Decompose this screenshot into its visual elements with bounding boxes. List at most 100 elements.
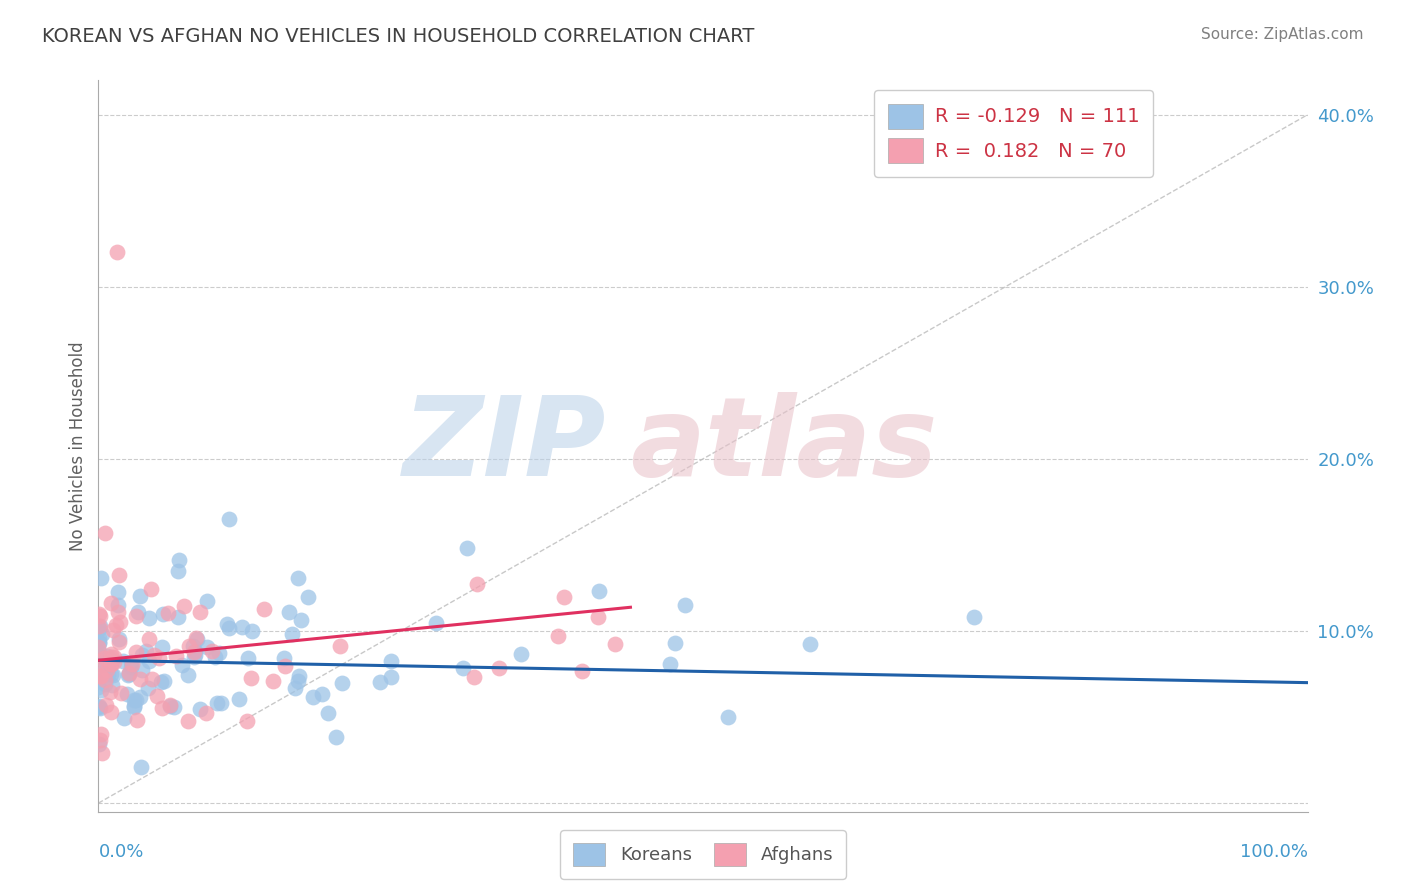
- Point: [287, 673, 309, 688]
- Point: [262, 673, 284, 688]
- Point: [135, 644, 157, 658]
- Point: [173, 599, 195, 613]
- Point: [90, 746, 112, 760]
- Point: [100, 597, 122, 611]
- Point: [100, 705, 122, 719]
- Point: [963, 609, 986, 624]
- Point: [96, 663, 118, 677]
- Point: [138, 654, 160, 668]
- Y-axis label: No Vehicles in Household: No Vehicles in Household: [69, 341, 87, 551]
- Point: [110, 686, 132, 700]
- Point: [122, 700, 145, 714]
- Point: [184, 631, 207, 645]
- Point: [463, 670, 485, 684]
- Point: [118, 665, 141, 680]
- Point: [153, 673, 176, 688]
- Point: [100, 657, 122, 671]
- Point: [98, 685, 121, 699]
- Point: [98, 652, 121, 666]
- Point: [146, 689, 169, 703]
- Point: [288, 669, 311, 683]
- Point: [114, 711, 136, 725]
- Point: [108, 615, 131, 629]
- Point: [111, 654, 134, 668]
- Point: [107, 585, 129, 599]
- Point: [165, 649, 187, 664]
- Point: [278, 606, 301, 620]
- Point: [103, 623, 125, 637]
- Point: [181, 640, 204, 654]
- Point: [301, 690, 323, 705]
- Point: [115, 687, 138, 701]
- Point: [94, 677, 117, 691]
- Point: [316, 706, 339, 720]
- Point: [273, 651, 295, 665]
- Point: [122, 692, 145, 706]
- Point: [100, 666, 122, 681]
- Point: [228, 691, 250, 706]
- Point: [287, 571, 309, 585]
- Point: [425, 615, 447, 630]
- Point: [172, 657, 194, 672]
- Point: [93, 651, 115, 665]
- Point: [488, 661, 510, 675]
- Point: [103, 650, 125, 665]
- Point: [89, 619, 111, 633]
- Point: [94, 655, 117, 669]
- Point: [87, 634, 110, 648]
- Point: [90, 627, 112, 641]
- Point: [107, 605, 129, 619]
- Point: [125, 645, 148, 659]
- Point: [87, 737, 110, 751]
- Point: [89, 669, 111, 683]
- Point: [87, 680, 110, 694]
- Point: [236, 651, 259, 665]
- Point: [89, 666, 111, 681]
- Point: [156, 606, 179, 620]
- Point: [87, 699, 110, 714]
- Point: [380, 654, 402, 668]
- Text: atlas: atlas: [630, 392, 938, 500]
- Point: [547, 629, 569, 643]
- Point: [90, 726, 112, 740]
- Point: [664, 636, 686, 650]
- Point: [184, 644, 207, 658]
- Legend: Koreans, Afghans: Koreans, Afghans: [560, 830, 846, 879]
- Point: [89, 698, 111, 713]
- Point: [167, 610, 190, 624]
- Text: 0.0%: 0.0%: [98, 843, 143, 861]
- Point: [117, 668, 139, 682]
- Point: [465, 577, 488, 591]
- Point: [128, 590, 150, 604]
- Point: [195, 640, 218, 655]
- Point: [274, 659, 297, 673]
- Point: [89, 654, 111, 668]
- Point: [571, 664, 593, 678]
- Point: [218, 621, 240, 635]
- Point: [177, 667, 200, 681]
- Point: [105, 245, 128, 260]
- Point: [290, 613, 312, 627]
- Point: [208, 646, 231, 660]
- Point: [108, 635, 131, 649]
- Point: [673, 599, 696, 613]
- Point: [159, 699, 181, 714]
- Point: [90, 668, 112, 682]
- Text: KOREAN VS AFGHAN NO VEHICLES IN HOUSEHOLD CORRELATION CHART: KOREAN VS AFGHAN NO VEHICLES IN HOUSEHOL…: [42, 27, 755, 45]
- Point: [103, 655, 125, 669]
- Point: [380, 670, 402, 684]
- Point: [235, 714, 257, 728]
- Point: [122, 698, 145, 713]
- Point: [659, 657, 682, 671]
- Point: [297, 591, 319, 605]
- Point: [150, 700, 173, 714]
- Point: [215, 616, 238, 631]
- Point: [139, 582, 162, 597]
- Point: [120, 655, 142, 669]
- Point: [87, 645, 110, 659]
- Point: [100, 647, 122, 661]
- Point: [87, 620, 110, 634]
- Point: [240, 624, 263, 639]
- Point: [87, 636, 110, 650]
- Point: [100, 657, 122, 672]
